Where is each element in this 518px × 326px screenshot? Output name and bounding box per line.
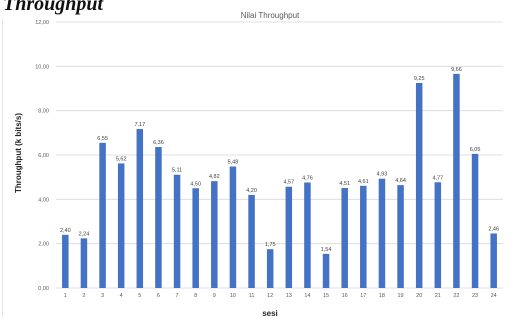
data-label: 4,50 (190, 181, 201, 187)
bar (192, 188, 199, 288)
y-tick-label: 10,00 (35, 64, 49, 70)
y-tick-label: 2,00 (38, 242, 49, 248)
data-label: 7,17 (134, 122, 145, 128)
bar (248, 195, 255, 288)
data-label: 6,36 (153, 140, 164, 146)
data-label: 4,57 (283, 180, 294, 186)
x-tick-label: 20 (416, 293, 422, 299)
data-label: 1,54 (321, 247, 332, 253)
data-label: 5,11 (172, 168, 182, 174)
bar (416, 83, 423, 288)
bar (230, 167, 237, 288)
x-tick-label: 15 (323, 293, 329, 299)
x-tick-label: 19 (398, 293, 404, 299)
bar (435, 182, 442, 288)
bar (267, 249, 274, 288)
bar (81, 238, 88, 288)
x-tick-label: 17 (360, 293, 366, 299)
x-axis-ticks: 1 2 3 4 5 6 7 8 9 10 11 12 13 14 15 16 17 18 19 20 21 22 23 24 (64, 293, 497, 299)
x-tick-label: 24 (491, 293, 497, 299)
data-label: 4,82 (209, 174, 220, 180)
y-tick-label: 4,00 (38, 197, 49, 203)
x-tick-label: 13 (286, 293, 292, 299)
bar (174, 175, 181, 288)
bar (341, 188, 348, 288)
x-tick-label: 11 (249, 293, 255, 299)
data-label: 4,77 (432, 175, 443, 181)
y-tick-label: 0,00 (38, 286, 49, 292)
chart-title: Nilai Throughput (241, 11, 300, 20)
data-label: 4,61 (358, 179, 369, 185)
bar (490, 233, 497, 288)
x-tick-label: 9 (213, 293, 216, 299)
x-tick-label: 23 (472, 293, 478, 299)
y-axis-label: Throughput (k bits/s) (14, 113, 23, 193)
y-tick-label: 12,00 (35, 20, 49, 26)
data-label: 2,24 (79, 231, 90, 237)
y-tick-label: 8,00 (38, 109, 49, 115)
x-tick-label: 21 (435, 293, 441, 299)
x-tick-label: 16 (342, 293, 348, 299)
x-tick-label: 3 (101, 293, 104, 299)
data-label: 4,93 (377, 172, 388, 178)
bar (137, 129, 144, 288)
x-tick-label: 18 (379, 293, 385, 299)
bar (155, 147, 162, 288)
x-tick-label: 6 (157, 293, 160, 299)
data-label: 9,66 (451, 67, 462, 73)
data-label: 5,62 (116, 156, 127, 162)
data-label: 5,48 (228, 160, 239, 166)
bar (118, 163, 125, 288)
x-tick-label: 2 (82, 293, 85, 299)
data-label: 6,05 (470, 147, 481, 153)
y-axis-ticks: 0,00 2,00 4,00 6,00 8,00 10,00 12,00 (35, 20, 49, 292)
data-label: 2,46 (488, 226, 499, 232)
data-label: 2,40 (60, 228, 71, 234)
x-axis-label: sesi (262, 309, 278, 318)
bar (453, 74, 460, 288)
data-label: 4,51 (339, 181, 350, 187)
x-tick-label: 12 (267, 293, 273, 299)
bar (99, 143, 106, 288)
x-tick-label: 5 (138, 293, 141, 299)
x-tick-label: 7 (176, 293, 179, 299)
x-tick-label: 10 (230, 293, 236, 299)
bar (323, 254, 330, 288)
data-label: 9,25 (414, 76, 425, 82)
data-label: 1,75 (265, 242, 276, 248)
bar (472, 154, 479, 288)
bar (379, 179, 386, 288)
data-label: 4,76 (302, 175, 313, 181)
data-label: 4,64 (395, 178, 406, 184)
data-labels: 2,40 2,24 6,55 5,62 7,17 6,36 5,11 4,50 4,82 5,48… (60, 67, 499, 253)
data-label: 6,55 (97, 136, 108, 142)
x-tick-label: 14 (304, 293, 310, 299)
y-tick-label: 6,00 (38, 153, 49, 159)
bar (286, 187, 293, 288)
bar (211, 181, 218, 288)
x-tick-label: 1 (64, 293, 67, 299)
bar (62, 235, 69, 288)
bar (397, 185, 404, 288)
bar (304, 182, 311, 288)
x-tick-label: 22 (453, 293, 459, 299)
data-label: 4,20 (246, 188, 257, 194)
bar (360, 186, 367, 288)
x-tick-label: 8 (194, 293, 197, 299)
x-tick-label: 4 (120, 293, 123, 299)
